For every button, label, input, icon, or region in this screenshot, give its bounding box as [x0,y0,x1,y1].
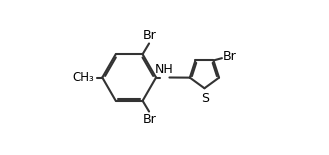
Text: Br: Br [142,113,156,126]
Text: Br: Br [223,50,237,63]
Text: NH: NH [155,63,174,76]
Text: Br: Br [142,29,156,42]
Text: S: S [201,92,209,105]
Text: CH₃: CH₃ [73,71,95,84]
